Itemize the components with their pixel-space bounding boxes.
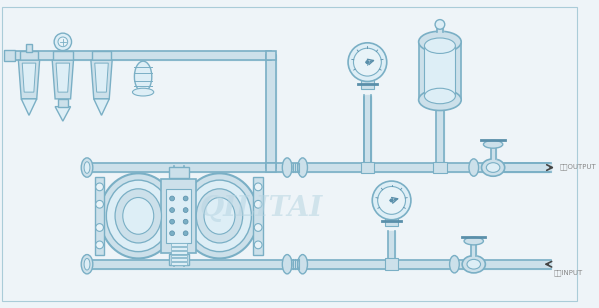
Circle shape [170,208,174,213]
Ellipse shape [282,158,292,177]
Circle shape [170,231,174,236]
Bar [171,262,187,265]
Bar [26,44,32,51]
Circle shape [54,33,71,51]
Bar [167,189,192,243]
Bar [169,167,189,178]
Ellipse shape [187,180,252,252]
Circle shape [255,183,262,191]
Circle shape [348,43,387,82]
Circle shape [170,219,174,224]
Circle shape [96,201,104,208]
Text: 出口OUTPUT: 出口OUTPUT [560,163,597,170]
Ellipse shape [486,163,500,172]
Ellipse shape [181,173,258,258]
Ellipse shape [483,140,503,148]
Circle shape [353,48,382,76]
Ellipse shape [132,88,154,96]
Ellipse shape [450,256,459,273]
Ellipse shape [123,197,154,234]
Circle shape [366,61,369,63]
Ellipse shape [81,158,93,177]
Bar [419,42,461,100]
Bar [58,99,68,107]
Circle shape [372,181,411,220]
Text: 入口INPUT: 入口INPUT [554,270,583,276]
Circle shape [96,241,104,249]
Circle shape [255,201,262,208]
Ellipse shape [425,38,455,54]
Circle shape [170,196,174,201]
Ellipse shape [482,159,505,176]
Bar [253,177,263,254]
Bar [4,50,16,61]
Bar [92,51,111,60]
Bar [425,46,455,96]
Polygon shape [22,63,36,92]
Circle shape [255,241,262,249]
Circle shape [183,208,188,213]
Bar [171,251,187,253]
Circle shape [96,224,104,231]
Circle shape [183,231,188,236]
Ellipse shape [464,237,483,245]
Circle shape [96,183,104,191]
Ellipse shape [84,258,90,270]
Bar [361,162,374,173]
Ellipse shape [134,61,152,92]
Bar [171,254,187,257]
Ellipse shape [298,254,307,274]
Ellipse shape [298,158,307,177]
Bar [95,177,104,254]
Bar [385,216,398,225]
Bar [169,253,189,265]
Bar [361,79,374,89]
Circle shape [377,186,406,214]
Ellipse shape [81,254,93,274]
Polygon shape [56,63,69,92]
Circle shape [58,37,68,47]
Ellipse shape [204,197,235,234]
Ellipse shape [99,173,177,258]
Circle shape [183,196,188,201]
Ellipse shape [462,256,485,273]
Ellipse shape [84,162,90,173]
Bar [385,258,398,270]
Bar [433,162,447,173]
Bar [363,163,372,172]
Ellipse shape [419,89,461,111]
Ellipse shape [282,254,292,274]
Ellipse shape [196,189,243,243]
Polygon shape [19,60,40,99]
Circle shape [390,199,393,202]
Circle shape [435,20,444,29]
Polygon shape [91,60,112,99]
Bar [387,260,396,269]
Bar [266,163,276,172]
Bar [171,258,187,261]
Ellipse shape [419,31,461,52]
Bar [162,179,196,253]
Bar [435,163,444,172]
Ellipse shape [425,88,455,104]
Polygon shape [52,60,74,99]
Polygon shape [55,107,71,121]
Ellipse shape [467,259,480,269]
Polygon shape [22,99,37,115]
Bar [20,51,38,60]
Polygon shape [94,99,109,115]
Circle shape [255,224,262,231]
Circle shape [183,219,188,224]
Polygon shape [95,63,108,92]
Bar [171,247,187,250]
Ellipse shape [115,189,162,243]
Bar [266,51,276,60]
Bar [53,51,72,60]
Bar [171,243,187,246]
Text: QILITAI: QILITAI [199,195,323,222]
Ellipse shape [107,180,170,252]
Ellipse shape [469,159,479,176]
